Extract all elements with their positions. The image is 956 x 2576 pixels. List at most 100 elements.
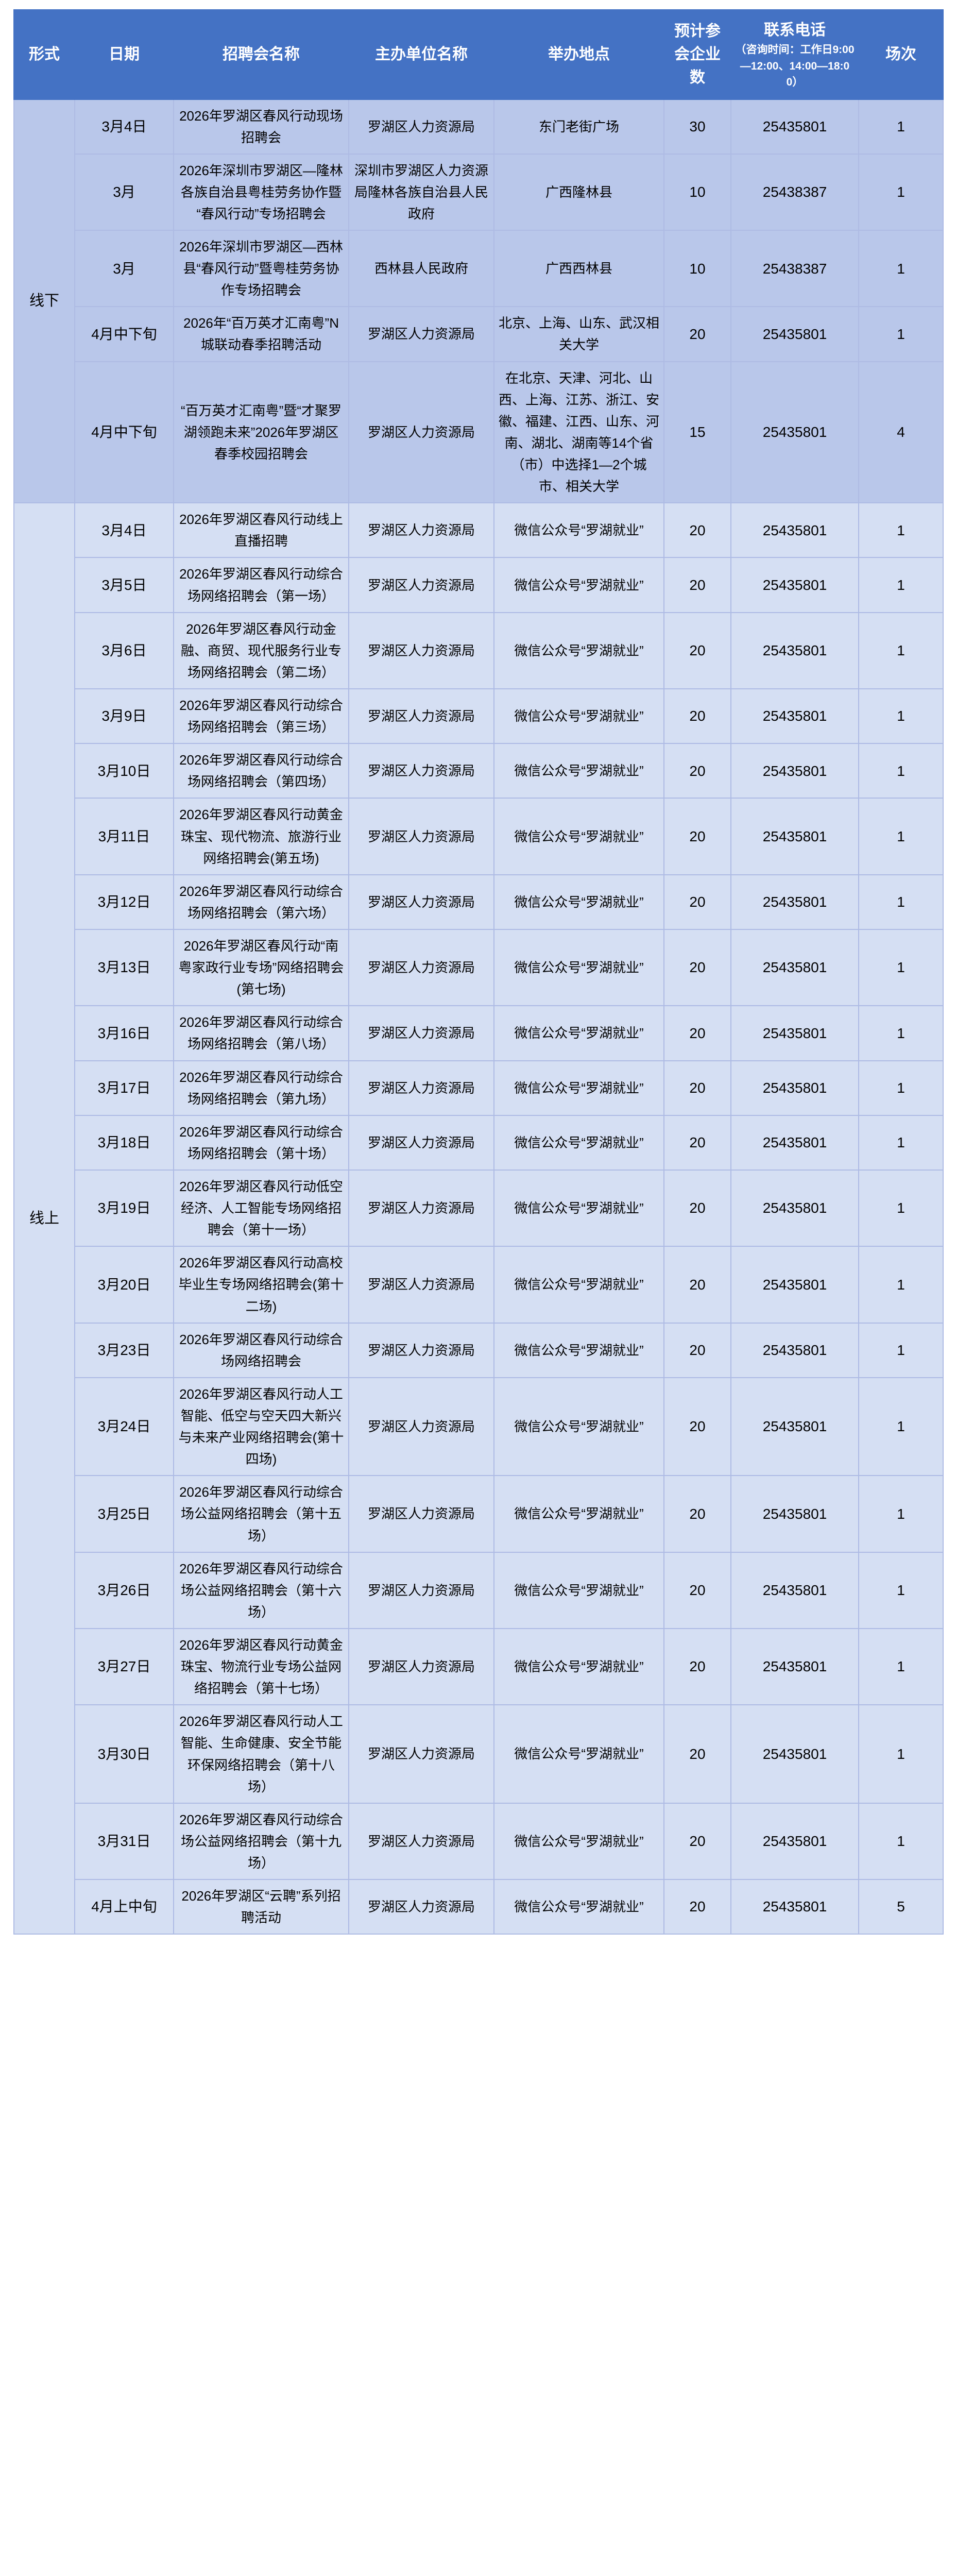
cell-count: 20 (663, 743, 731, 799)
cell-venue: 微信公众号“罗湖就业” (493, 1704, 664, 1804)
cell-venue: 微信公众号“罗湖就业” (493, 612, 664, 690)
cell-sessions: 4 (858, 361, 944, 504)
table-row: 3月20日 2026年罗湖区春风行动高校毕业生专场网络招聘会(第十二场) 罗湖区人力… (14, 1246, 944, 1324)
cell-venue: 微信公众号“罗湖就业” (493, 1060, 664, 1116)
cell-date: 3月31日 (74, 1802, 174, 1880)
cell-phone: 25438387 (730, 153, 859, 231)
cell-name: 2026年罗湖区春风行动黄金珠宝、物流行业专场公益网络招聘会（第十七场） (173, 1628, 349, 1706)
cell-date: 3月20日 (74, 1246, 174, 1324)
cell-host: 罗湖区人力资源局 (348, 1704, 494, 1804)
cell-phone: 25435801 (730, 1169, 859, 1247)
cell-host: 罗湖区人力资源局 (348, 1322, 494, 1378)
cell-sessions: 1 (858, 306, 944, 362)
cell-count: 20 (663, 1704, 731, 1804)
cell-name: 2026年罗湖区春风行动综合场公益网络招聘会（第十六场） (173, 1551, 349, 1629)
header-row: 形式 日期 招聘会名称 主办单位名称 举办地点 预计参会企业数 联系电话 （咨询… (13, 9, 944, 100)
cell-venue: 微信公众号“罗湖就业” (493, 928, 664, 1007)
cell-sessions: 1 (858, 1802, 944, 1880)
cell-name: 2026年罗湖区春风行动人工智能、低空与空天四大新兴与未来产业网络招聘会(第十四… (173, 1377, 349, 1477)
cell-count: 20 (663, 688, 731, 744)
cell-date: 3月16日 (74, 1005, 174, 1061)
cell-name: 2026年罗湖区春风行动综合场网络招聘会 (173, 1322, 349, 1378)
cell-sessions: 1 (858, 502, 944, 558)
cell-phone: 25435801 (730, 1475, 859, 1553)
cell-phone: 25435801 (730, 1060, 859, 1116)
cell-count: 20 (663, 874, 731, 930)
table-row: 4月中下旬 “百万英才汇南粤”暨“才聚罗湖领跑未来”2026年罗湖区春季校园招聘会… (14, 361, 944, 504)
cell-sessions: 1 (858, 1114, 944, 1171)
column-header-count: 预计参会企业数 (663, 9, 731, 100)
cell-name: 2026年罗湖区春风行动现场招聘会 (173, 98, 349, 155)
table-row: 4月中下旬 2026年“百万英才汇南粤”N城联动春季招聘活动 罗湖区人力资源局 北京、… (14, 306, 944, 362)
cell-host: 罗湖区人力资源局 (348, 502, 494, 558)
column-header-phone: 联系电话 （咨询时间：工作日9:00—12:00、14:00—18:00） (730, 9, 859, 100)
table-row: 3月17日 2026年罗湖区春风行动综合场网络招聘会（第九场） 罗湖区人力资源局 微信… (14, 1060, 944, 1116)
cell-name: 2026年罗湖区春风行动人工智能、生命健康、安全节能环保网络招聘会（第十八场） (173, 1704, 349, 1804)
cell-phone: 25435801 (730, 874, 859, 930)
column-header-name: 招聘会名称 (173, 9, 349, 100)
cell-name: 2026年罗湖区春风行动综合场网络招聘会（第三场） (173, 688, 349, 744)
cell-date: 3月 (74, 230, 174, 308)
table-row: 3月10日 2026年罗湖区春风行动综合场网络招聘会（第四场） 罗湖区人力资源局 微信… (14, 743, 944, 799)
cell-sessions: 1 (858, 1322, 944, 1378)
cell-venue: 微信公众号“罗湖就业” (493, 1879, 664, 1935)
cell-phone: 25435801 (730, 1377, 859, 1477)
table-row: 3月 2026年深圳市罗湖区—西林县“春风行动”暨粤桂劳务协作专场招聘会 西林县人民… (14, 230, 944, 308)
cell-count: 20 (663, 1802, 731, 1880)
table-row: 3月26日 2026年罗湖区春风行动综合场公益网络招聘会（第十六场） 罗湖区人力资源… (14, 1551, 944, 1629)
cell-name: 2026年罗湖区春风行动综合场公益网络招聘会（第十五场） (173, 1475, 349, 1553)
cell-date: 3月23日 (74, 1322, 174, 1378)
cell-phone: 25435801 (730, 1879, 859, 1935)
table-row: 3月16日 2026年罗湖区春风行动综合场网络招聘会（第八场） 罗湖区人力资源局 微信… (14, 1005, 944, 1061)
cell-venue: 广西隆林县 (493, 153, 664, 231)
table-row: 线上 3月4日 2026年罗湖区春风行动线上直播招聘 罗湖区人力资源局 微信公众号“罗湖… (13, 502, 944, 1935)
cell-host: 罗湖区人力资源局 (348, 1377, 494, 1477)
cell-name: 2026年罗湖区春风行动黄金珠宝、现代物流、旅游行业网络招聘会(第五场) (173, 798, 349, 875)
cell-phone: 25435801 (730, 1005, 859, 1061)
cell-count: 20 (663, 1475, 731, 1553)
cell-count: 30 (663, 98, 731, 155)
cell-count: 20 (663, 798, 731, 875)
cell-count: 20 (663, 1628, 731, 1706)
cell-venue: 微信公众号“罗湖就业” (493, 1114, 664, 1171)
cell-venue: 微信公众号“罗湖就业” (493, 1169, 664, 1247)
cell-form-online: 线上 (13, 502, 75, 1935)
cell-name: 2026年罗湖区春风行动综合场网络招聘会（第九场） (173, 1060, 349, 1116)
cell-date: 3月19日 (74, 1169, 174, 1247)
cell-count: 20 (663, 1005, 731, 1061)
cell-venue: 微信公众号“罗湖就业” (493, 688, 664, 744)
cell-host: 罗湖区人力资源局 (348, 1628, 494, 1706)
cell-sessions: 1 (858, 1060, 944, 1116)
cell-phone: 25435801 (730, 928, 859, 1007)
cell-count: 15 (663, 361, 731, 504)
cell-sessions: 1 (858, 1475, 944, 1553)
cell-form-offline: 线下 (13, 98, 75, 504)
table-row: 3月6日 2026年罗湖区春风行动金融、商贸、现代服务行业专场网络招聘会（第二场）… (14, 612, 944, 690)
cell-date: 3月5日 (74, 557, 174, 613)
cell-host: 罗湖区人力资源局 (348, 688, 494, 744)
cell-host: 罗湖区人力资源局 (348, 1475, 494, 1553)
column-header-venue: 举办地点 (493, 9, 664, 100)
column-header-date: 日期 (74, 9, 174, 100)
column-header-host-label: 主办单位名称 (375, 46, 468, 63)
cell-count: 20 (663, 612, 731, 690)
cell-sessions: 1 (858, 230, 944, 308)
cell-sessions: 5 (858, 1879, 944, 1935)
table-row: 3月30日 2026年罗湖区春风行动人工智能、生命健康、安全节能环保网络招聘会（第… (14, 1704, 944, 1804)
cell-name: 2026年罗湖区春风行动综合场网络招聘会（第六场） (173, 874, 349, 930)
cell-phone: 25435801 (730, 612, 859, 690)
cell-venue: 微信公众号“罗湖就业” (493, 1475, 664, 1553)
cell-date: 3月18日 (74, 1114, 174, 1171)
column-header-venue-label: 举办地点 (548, 46, 610, 63)
cell-venue: 微信公众号“罗湖就业” (493, 874, 664, 930)
table-row: 3月18日 2026年罗湖区春风行动综合场网络招聘会（第十场） 罗湖区人力资源局 微信… (14, 1114, 944, 1171)
cell-sessions: 1 (858, 1551, 944, 1629)
cell-date: 4月中下旬 (74, 306, 174, 362)
cell-date: 4月上中旬 (74, 1879, 174, 1935)
cell-sessions: 1 (858, 1628, 944, 1706)
table-row: 3月11日 2026年罗湖区春风行动黄金珠宝、现代物流、旅游行业网络招聘会(第五场… (14, 798, 944, 875)
cell-venue: 东门老街广场 (493, 98, 664, 155)
cell-name: “百万英才汇南粤”暨“才聚罗湖领跑未来”2026年罗湖区春季校园招聘会 (173, 361, 349, 504)
cell-sessions: 1 (858, 874, 944, 930)
table-header: 形式 日期 招聘会名称 主办单位名称 举办地点 预计参会企业数 联系电话 （咨询… (13, 9, 944, 100)
